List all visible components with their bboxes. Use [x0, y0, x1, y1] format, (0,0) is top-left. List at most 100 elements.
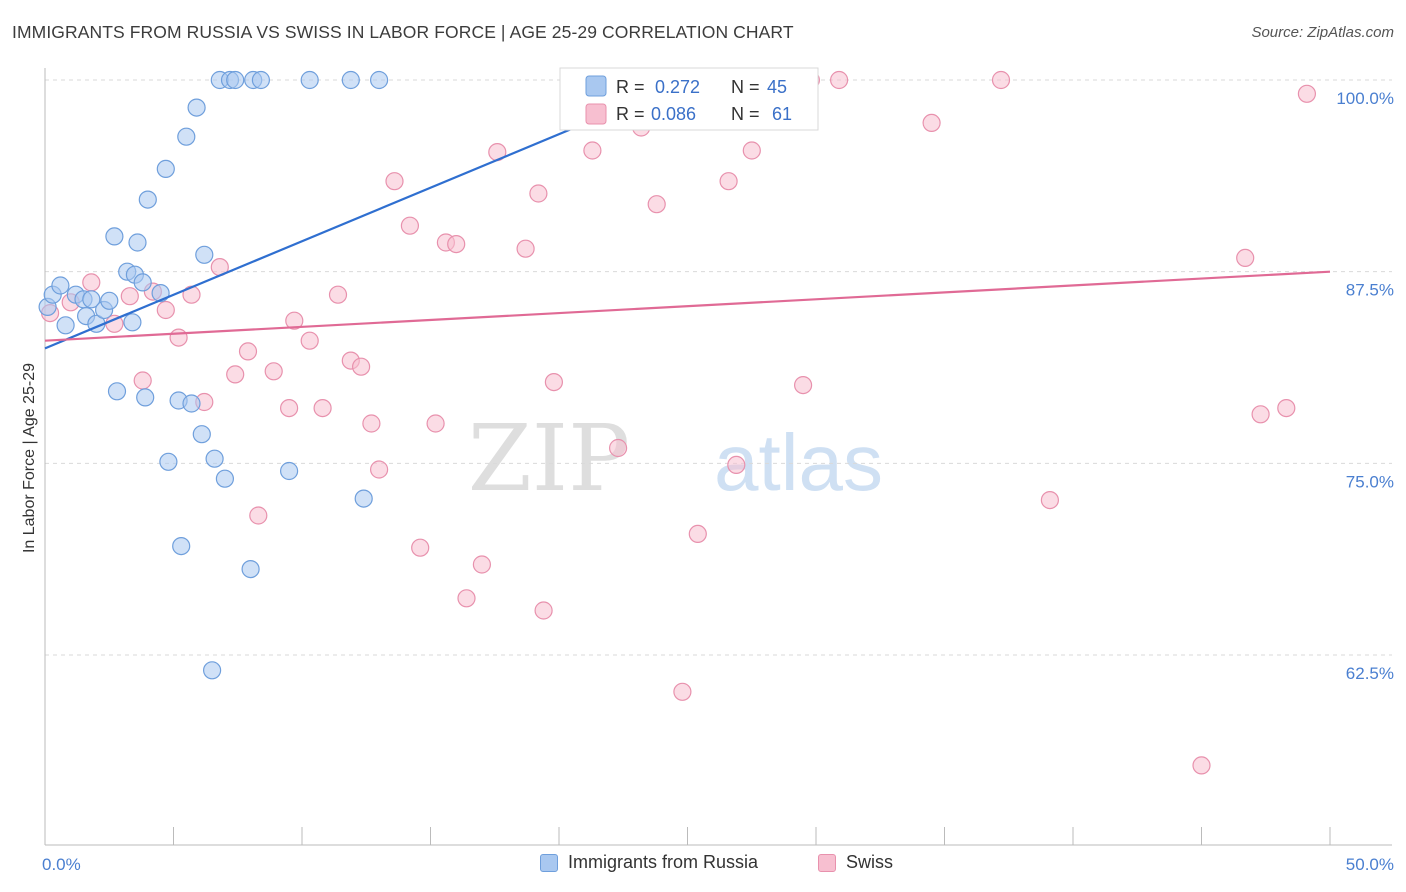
swiss-point: [529, 184, 548, 203]
chart-title: IMMIGRANTS FROM RUSSIA VS SWISS IN LABOR…: [12, 22, 794, 42]
russia-point: [370, 70, 389, 90]
russia-point: [128, 233, 147, 252]
y-axis-label: In Labor Force | Age 25-29: [21, 363, 38, 553]
legend-n-value-russia: 45: [767, 77, 787, 97]
swiss-point: [328, 285, 348, 304]
swiss-point: [352, 357, 371, 376]
tick-labels: 100.0% 87.5% 75.0% 62.5% 0.0% 50.0%: [42, 89, 1394, 874]
russia-point: [226, 70, 245, 90]
russia-point: [159, 452, 178, 471]
russia-point: [100, 291, 119, 310]
swiss-point: [688, 524, 707, 544]
swiss-point: [370, 460, 389, 479]
swiss-point: [1192, 756, 1211, 775]
trend-line-russia: [44, 88, 668, 350]
swiss-point: [1236, 248, 1255, 267]
russia-point: [251, 70, 270, 90]
y-tick-label: 100.0%: [1336, 89, 1394, 108]
swiss-point: [426, 414, 445, 433]
swiss-point: [829, 70, 849, 90]
legend-item-swiss[interactable]: Swiss: [818, 852, 893, 873]
swiss-point: [719, 172, 738, 191]
swiss-point: [544, 373, 564, 392]
swiss-point: [169, 328, 188, 347]
swiss-point: [411, 538, 430, 557]
swiss-point: [226, 365, 245, 384]
russia-point: [187, 98, 206, 117]
swiss-point: [472, 555, 491, 574]
russia-point: [172, 536, 191, 556]
russia-point: [195, 245, 214, 264]
russia-point: [56, 316, 75, 335]
swiss-point: [313, 399, 332, 418]
swiss-point: [447, 235, 466, 254]
legend-swatch-russia: [585, 75, 607, 97]
y-tick-label: 75.0%: [1346, 472, 1394, 491]
russia-point: [192, 425, 211, 444]
swiss-point: [457, 589, 476, 608]
swiss-point: [673, 682, 692, 701]
stats-legend: R = 0.272 N = 45 R = 0.086 N = 61: [559, 67, 819, 131]
swiss-point: [249, 506, 268, 525]
swiss-point: [385, 172, 404, 191]
russia-point: [300, 70, 319, 90]
series-legend: Immigrants from Russia Swiss: [0, 852, 1406, 878]
legend-n-value-swiss: 61: [772, 104, 792, 124]
swiss-point: [534, 601, 553, 620]
swiss-point: [280, 399, 299, 418]
legend-n-label-russia: N =: [731, 77, 760, 97]
russia-point: [156, 159, 175, 178]
russia-point: [138, 190, 157, 209]
legend-r-label-russia: R =: [616, 77, 645, 97]
swiss-point: [516, 239, 535, 258]
swiss-point: [922, 113, 941, 133]
swiss-point: [300, 331, 319, 350]
trend-lines: [44, 88, 1331, 350]
russia-point: [215, 469, 234, 488]
watermark-zip: ZIP: [468, 405, 630, 512]
swiss-point: [238, 342, 258, 361]
swiss-point: [362, 414, 381, 433]
swiss-point: [1277, 399, 1296, 418]
swiss-point: [285, 311, 304, 330]
legend-swatch-russia-bottom: [540, 853, 558, 872]
russia-point: [354, 489, 373, 508]
russia-point: [136, 388, 155, 407]
russia-point: [133, 273, 152, 292]
legend-swatch-swiss-bottom: [818, 853, 836, 872]
swiss-point: [608, 438, 628, 458]
russia-point: [105, 227, 124, 246]
swiss-point: [1251, 405, 1270, 424]
legend-label-russia: Immigrants from Russia: [568, 852, 759, 872]
y-tick-label: 62.5%: [1346, 664, 1394, 683]
legend-label-swiss: Swiss: [846, 852, 894, 872]
trend-line-swiss: [44, 270, 1331, 342]
russia-point: [203, 661, 222, 680]
source-label: Source: ZipAtlas.com: [1251, 24, 1394, 41]
russia-point: [123, 313, 142, 332]
russia-point: [241, 559, 260, 579]
russia-point: [82, 290, 101, 309]
swiss-point: [793, 376, 813, 395]
series-russia-points: [38, 70, 656, 680]
swiss-point: [991, 70, 1011, 90]
swiss-point: [1040, 491, 1060, 510]
russia-point: [177, 127, 196, 146]
y-tick-label: 87.5%: [1346, 281, 1394, 300]
watermark: ZIP atlas: [468, 405, 883, 512]
swiss-point: [82, 273, 101, 292]
swiss-point: [727, 455, 746, 474]
swiss-point: [120, 287, 139, 306]
russia-point: [280, 461, 299, 481]
legend-swatch-swiss: [585, 103, 607, 125]
legend-item-russia[interactable]: Immigrants from Russia: [540, 852, 758, 873]
russia-point: [341, 70, 360, 90]
swiss-point: [647, 195, 666, 214]
swiss-point: [400, 216, 419, 235]
russia-point: [182, 394, 201, 413]
swiss-point: [133, 371, 152, 390]
series-swiss-points: [40, 70, 1317, 775]
legend-r-value-russia: 0.272: [655, 77, 700, 97]
russia-point: [107, 382, 127, 401]
